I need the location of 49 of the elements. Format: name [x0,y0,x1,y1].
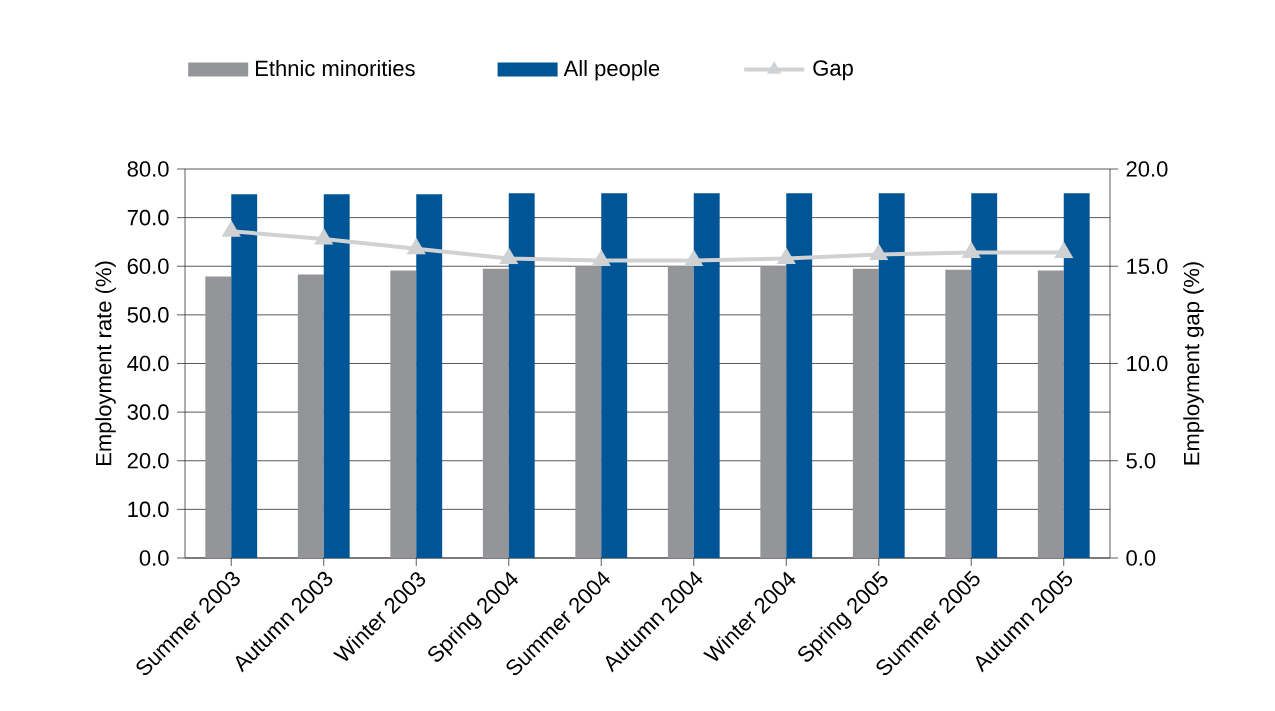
y-tick-label: 70.0 [127,209,169,226]
y-tick-label: 10.0 [128,501,169,518]
point [1054,241,1074,259]
bar [575,266,602,558]
bar [390,270,417,558]
point [684,249,704,266]
bar [1037,270,1064,558]
point [221,220,241,237]
bar [205,276,232,558]
point [499,247,519,265]
point [314,227,334,245]
bar [667,266,694,558]
legend-label: All people [563,59,660,81]
bar [601,193,628,558]
bar [878,193,905,558]
y-tick-label: 50.0 [127,307,169,323]
bar [231,194,258,558]
y-tick-label: 30.0 [127,404,169,420]
y2-tick-label: 15.0 [1127,258,1168,275]
y-tick-label: 0.0 [139,550,169,566]
y-tick-label: 20.0 [127,452,169,469]
bar [416,194,443,558]
bar [971,193,998,558]
bar [482,268,509,558]
y2-tick-label: 20.0 [1126,161,1168,177]
point [406,237,426,255]
point [961,241,981,259]
bar [1063,193,1090,558]
y2-tick-label: 5.0 [1126,452,1156,469]
bar [297,274,324,558]
bar [760,266,787,558]
y-tick-label: 60.0 [127,258,169,275]
y2-axis-title: Employment gap (%) [1183,262,1204,465]
bar [945,269,972,558]
bar [786,193,813,558]
y2-tick-label: 0.0 [1126,550,1156,566]
y2-tick-label: 10.0 [1127,355,1168,372]
bar [508,193,535,558]
bar [323,194,350,558]
point [776,247,796,265]
legend-label: Gap [813,60,853,81]
y-axis-title: Employment rate (%) [95,261,116,465]
bar [852,268,879,558]
point [869,243,889,261]
point [591,249,611,266]
y-tick-label: 80.0 [127,161,169,177]
y-tick-label: 40.0 [127,355,169,372]
bar [693,193,720,558]
legend-label: Ethnic minorities [256,59,415,77]
